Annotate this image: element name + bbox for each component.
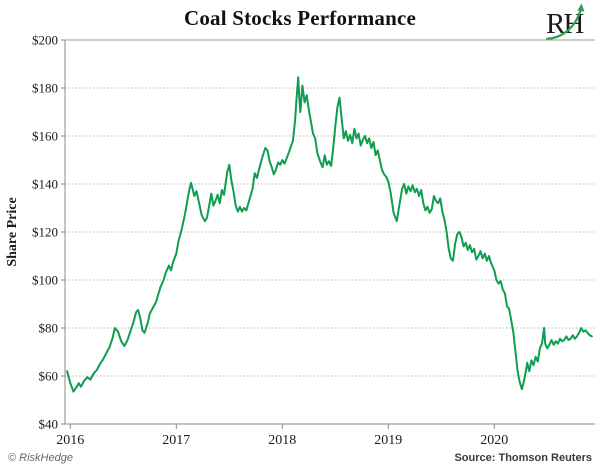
riskhedge-logo-svg: RH <box>545 3 586 41</box>
y-tick-label: $180 <box>32 81 58 96</box>
price-line <box>66 76 593 393</box>
x-tick-label: 2016 <box>56 433 84 448</box>
source-text: Source: Thomson Reuters <box>454 452 592 464</box>
riskhedge-logo: RH <box>540 2 594 44</box>
y-axis-title: Share Price <box>5 197 20 266</box>
y-tick-label: $160 <box>32 129 58 144</box>
y-tick-label: $120 <box>32 225 58 240</box>
chart-area: $40 $60 $80 $100 $120 $140 $160 $180 $200 2016 201… <box>5 33 595 448</box>
logo-arrowhead-icon <box>577 3 585 12</box>
x-tick-label: 2018 <box>268 433 296 448</box>
copyright-text: © RiskHedge <box>8 452 73 464</box>
chart-title: Coal Stocks Performance <box>183 6 417 30</box>
y-tick-label: $200 <box>32 33 58 48</box>
y-tick-label: $100 <box>32 273 58 288</box>
x-tick-label: 2020 <box>480 433 508 448</box>
y-tick-label: $40 <box>39 417 59 432</box>
logo-arrow-icon <box>545 8 583 41</box>
x-tick-label: 2017 <box>162 433 190 448</box>
y-tick-label: $80 <box>39 321 59 336</box>
y-tick-label: $140 <box>32 177 58 192</box>
x-tick-label: 2019 <box>374 433 402 448</box>
y-tick-label: $60 <box>39 369 59 384</box>
